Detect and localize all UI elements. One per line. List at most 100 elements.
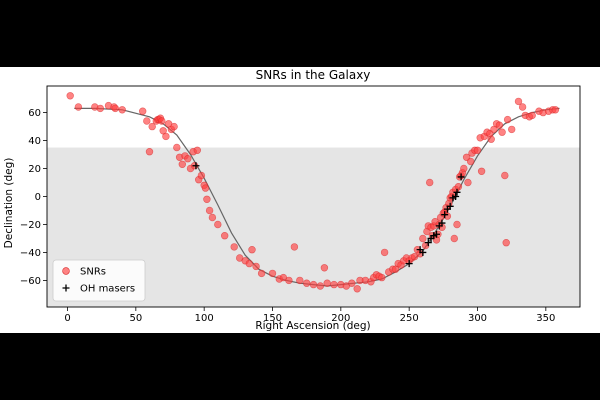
snr-point (197, 171, 206, 180)
snr-point (498, 128, 506, 136)
y-tick-label: 40 (28, 136, 41, 147)
snr-point (348, 279, 356, 287)
snr-point (74, 103, 83, 111)
x-tick-label: 150 (263, 313, 282, 324)
snr-point (454, 182, 463, 191)
snr-point (178, 160, 187, 169)
snr-point (320, 264, 329, 272)
snr-point (221, 232, 229, 240)
snr-point (245, 259, 254, 268)
snr-point (378, 273, 386, 282)
snr-point (66, 92, 74, 100)
snr-point (477, 167, 486, 176)
snr-point (248, 246, 256, 254)
y-axis-label: Declination (deg) (3, 158, 15, 249)
snr-point (201, 184, 210, 192)
snr-point (514, 97, 523, 106)
snr-point (96, 104, 105, 113)
snr-point (173, 143, 181, 152)
snr-point (316, 282, 324, 290)
snr-point (296, 276, 304, 285)
x-tick-label: 250 (400, 313, 419, 324)
snr-point (330, 280, 338, 289)
oh-maser-point (452, 193, 460, 200)
snr-point (268, 269, 277, 278)
snr-point (193, 146, 202, 155)
y-tick-label: 0 (35, 192, 41, 203)
chart-title: SNRs in the Galaxy (256, 68, 371, 82)
legend-label: SNRs (80, 267, 106, 278)
snr-point (460, 164, 468, 173)
snr-point (230, 243, 238, 251)
snr-point (473, 146, 482, 155)
snr-point (518, 103, 527, 111)
y-tick-label: −40 (20, 248, 41, 259)
x-axis-label: Right Ascension (deg) (255, 320, 370, 332)
oh-maser-point (446, 202, 454, 210)
legend: SNRs OH masers (52, 259, 146, 302)
oh-maser-point (419, 248, 427, 256)
y-tick-label: −60 (20, 276, 41, 287)
legend-box (52, 259, 146, 302)
snr-point (419, 234, 427, 243)
snr-point (503, 115, 512, 124)
y-tick-label: 20 (28, 164, 41, 175)
x-tick-label: 0 (64, 313, 70, 324)
y-tick-label: −20 (20, 220, 41, 231)
snr-point (145, 147, 154, 156)
snr-point (495, 121, 504, 129)
snr-point (502, 239, 510, 247)
snr-point (551, 106, 560, 114)
snr-point (143, 117, 151, 125)
snr-point (450, 234, 458, 243)
snr-point (487, 135, 495, 143)
snr-point (426, 178, 434, 187)
x-tick-label: 300 (468, 313, 487, 324)
oh-maser-point (453, 188, 461, 196)
snr-point (205, 206, 214, 215)
figure: SNRs in the Galaxy 0 50 100 150 200 250 300 350… (0, 67, 600, 333)
snr-point (162, 132, 170, 141)
oh-maser-point (438, 219, 446, 227)
oh-maser-point (441, 211, 449, 219)
snr-point (118, 106, 126, 114)
snr-point (214, 220, 222, 229)
snr-point (290, 243, 299, 251)
snr-point (309, 280, 318, 289)
oh-maser-point (457, 173, 465, 181)
snr-point (203, 195, 211, 204)
snr-point (111, 104, 120, 113)
snr-point (158, 117, 166, 125)
snr-point (528, 111, 536, 120)
snr-point (257, 269, 266, 278)
x-tick-label: 350 (536, 313, 555, 324)
legend-maser-marker (62, 284, 70, 292)
legend-snr-marker (62, 267, 70, 275)
oh-maser-point (405, 260, 413, 268)
snr-point (303, 279, 311, 287)
snr-point (323, 279, 331, 287)
snr-point (285, 276, 293, 285)
y-tick-label: 60 (28, 108, 41, 119)
snr-point (148, 122, 156, 131)
x-tick-label: 200 (331, 313, 350, 324)
snr-point (501, 171, 509, 180)
snr-point (467, 157, 475, 166)
scatter-chart: SNRs in the Galaxy 0 50 100 150 200 250 300 350… (3, 68, 581, 332)
oh-maser-point (424, 239, 432, 247)
snr-point (170, 122, 178, 131)
x-tick-label: 50 (129, 313, 142, 324)
snr-point (252, 262, 260, 271)
snr-point (353, 285, 361, 293)
snr-point (464, 178, 472, 187)
legend-label: OH masers (80, 284, 135, 295)
oh-maser-point (433, 230, 440, 238)
snr-point (453, 220, 461, 229)
snr-point (508, 125, 516, 134)
snr-point (208, 213, 217, 222)
snr-point (380, 248, 389, 257)
oh-maser-point (192, 162, 200, 170)
x-tick-label: 100 (195, 313, 214, 324)
snr-point (139, 107, 147, 115)
snr-point (184, 154, 192, 163)
